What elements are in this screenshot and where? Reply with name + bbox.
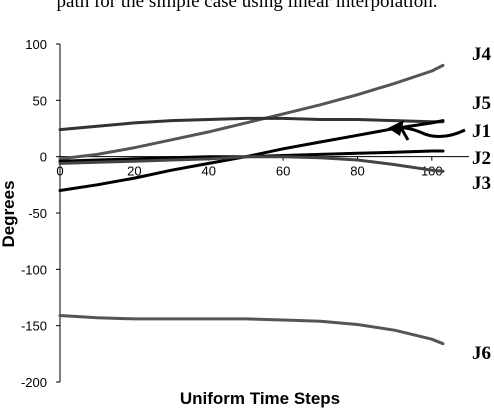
series-labels: J4 J5 J1 J2 J3 J6 (472, 44, 492, 364)
series-label-j6: J6 (472, 343, 491, 364)
header-text: path for the simple case using linear in… (56, 0, 438, 12)
y-tick-label: -200 (21, 375, 47, 390)
series-lines (58, 63, 445, 346)
series-line-j3 (58, 155, 445, 173)
y-tick-label: -100 (21, 262, 47, 277)
series-line-j6 (58, 314, 445, 346)
series-label-j2: J2 (472, 148, 491, 169)
x-tick-label: 60 (276, 164, 290, 179)
x-tick-label: 20 (127, 164, 141, 179)
x-tick-label: 0 (56, 164, 63, 179)
series-label-j3: J3 (472, 173, 491, 194)
y-axis-label: Degrees (0, 180, 18, 247)
y-tick-label: -150 (21, 319, 47, 334)
x-axis-label: Uniform Time Steps (180, 389, 340, 408)
x-tick-label: 80 (350, 164, 364, 179)
arrow-head (388, 120, 404, 136)
series-label-j4: J4 (472, 44, 492, 65)
series-label-j5: J5 (472, 93, 491, 114)
j1-annotation-arrow (388, 120, 466, 141)
y-tick-label: 50 (33, 93, 47, 108)
y-tick-label: -50 (28, 206, 47, 221)
x-tick-label: 40 (201, 164, 215, 179)
series-line-j5 (58, 116, 445, 132)
y-tick-label: 100 (25, 37, 47, 52)
series-label-j1: J1 (472, 121, 491, 142)
series-line-j4 (58, 63, 445, 161)
y-tick-label: 0 (40, 150, 47, 165)
